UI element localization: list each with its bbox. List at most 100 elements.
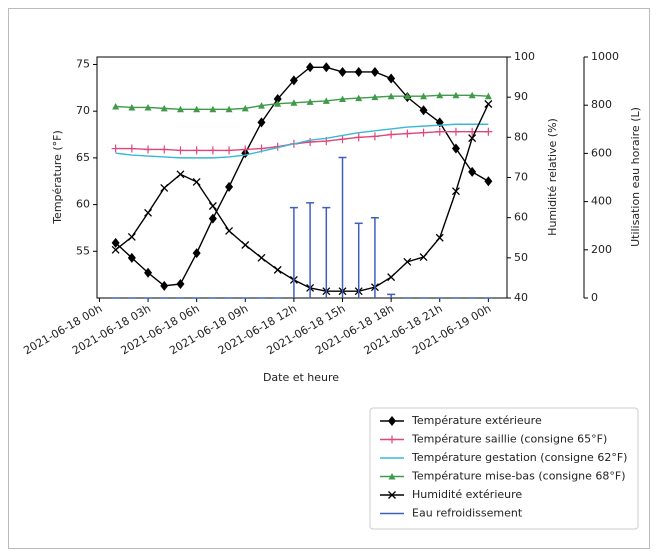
data-point [111,237,120,248]
x-axis-label: Date et heure [263,371,339,384]
data-point [435,233,444,242]
y-tick-label: 60 [76,198,90,211]
data-point [322,97,330,104]
data-point [225,146,234,155]
data-point [192,177,201,186]
data-point [484,127,493,136]
data-point [451,143,460,154]
data-point [338,135,347,144]
y2-tick-label: 90 [514,90,528,103]
data-point [354,133,363,142]
data-point [419,128,428,137]
data-point [322,62,331,73]
legend-marker [388,416,396,426]
y3-tick-label: 0 [591,291,598,304]
data-point [306,98,314,105]
data-point [387,273,396,282]
data-point [225,226,234,235]
y2-tick-label: 50 [514,251,528,264]
data-point [160,104,168,112]
data-point [371,93,379,101]
y3-tick-label: 800 [591,98,612,111]
data-point [370,132,379,141]
data-point [354,66,363,77]
y-tick-label: 65 [76,151,90,164]
data-point [192,146,201,155]
data-point [273,94,282,105]
y3-tick-label: 1000 [591,50,619,63]
data-point [419,253,428,261]
data-point [176,105,184,113]
y3-tick-label: 400 [591,195,612,208]
data-point [128,103,136,111]
y-tick-label: 70 [76,104,90,117]
data-point [112,103,120,110]
data-point [127,144,136,153]
y2-tick-label: 100 [514,50,535,63]
y-tick-label: 55 [76,244,90,257]
legend-marker [388,473,396,480]
y2-tick-label: 60 [514,211,528,224]
data-point [144,267,153,278]
data-point [403,257,412,266]
data-point [144,103,152,111]
data-point [160,183,169,192]
y2-tick-label: 70 [514,171,528,184]
y3-tick-label: 200 [591,243,612,256]
data-point [273,265,282,274]
series-line [115,94,489,111]
data-point [387,130,396,139]
data-point [484,92,492,100]
data-point [144,145,153,154]
data-point [241,104,249,112]
data-point [241,145,250,154]
data-point [257,117,266,128]
y2-axis-label: Humidité relative (%) [546,118,559,236]
series-line [115,123,489,159]
data-point [468,166,477,177]
data-point [225,105,233,113]
data-point [484,100,493,108]
data-point [339,95,347,103]
data-point [451,127,460,136]
data-point [193,105,201,113]
data-point [484,176,493,187]
legend-marker [388,491,396,499]
data-point [225,181,234,192]
data-point [274,100,282,107]
data-point [208,213,217,224]
y-axis-label: Température (°F) [51,130,64,225]
data-point [241,241,250,249]
legend-label: Eau refroidissement [412,507,523,520]
legend-marker [388,435,396,444]
data-point [208,202,217,210]
data-point [468,91,476,99]
legend-label: Température mise-bas (consigne 68°F) [411,470,626,483]
data-point [435,127,444,136]
data-point [290,99,298,106]
data-point [127,252,136,263]
data-point [468,134,477,143]
data-point [403,129,412,138]
legend-box [369,407,639,530]
data-point [209,105,217,113]
y-tick-label: 75 [76,57,90,70]
data-point [403,92,411,100]
legend-label: Humidité extérieure [412,488,522,501]
data-point [111,245,120,254]
data-point [436,91,444,99]
y2-tick-label: 40 [514,291,528,304]
data-point [419,105,428,116]
data-point [176,278,185,289]
data-point [257,253,266,262]
data-point [338,66,347,77]
data-point [387,73,396,84]
y3-tick-label: 600 [591,146,612,159]
data-point [306,138,315,147]
data-point [111,144,120,153]
y3-axis-label: Utilisation eau horaire (L) [629,107,642,247]
legend-label: Température extérieure [411,414,542,427]
data-point [257,102,265,109]
data-point [160,280,169,291]
